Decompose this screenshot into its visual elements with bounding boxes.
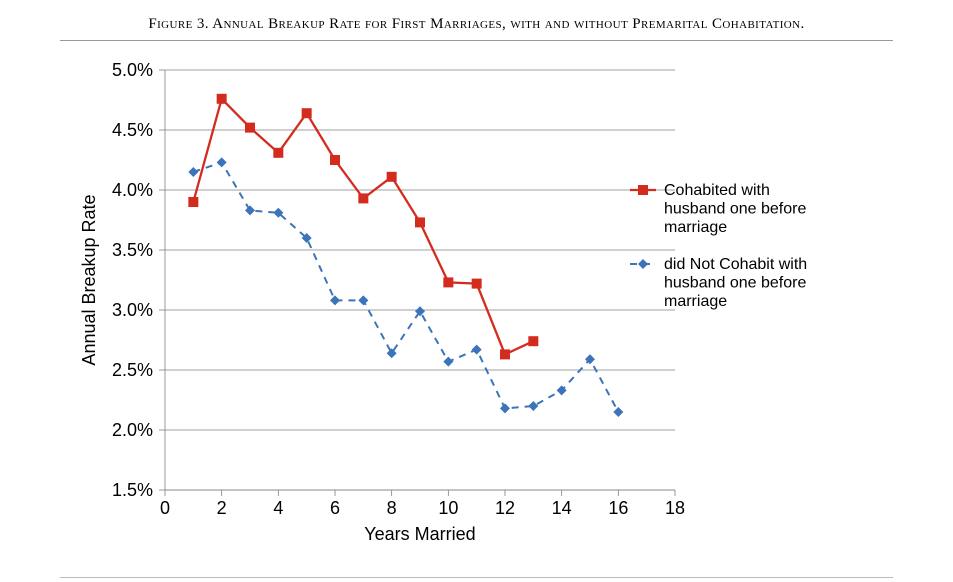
marker-cohabited (415, 217, 425, 227)
y-tick-label: 3.5% (112, 240, 153, 260)
x-tick-label: 8 (387, 498, 397, 518)
marker-cohabited (188, 197, 198, 207)
y-tick-label: 3.0% (112, 300, 153, 320)
marker-cohabited (500, 349, 510, 359)
chart-svg: 1.5% 2.0% 2.5% 3.0% 3.5% 4.0% 4.5% 5.0% 0 2 4 6 8 10 1… (70, 55, 885, 553)
x-tick-label: 12 (495, 498, 515, 518)
x-tick-label: 2 (217, 498, 227, 518)
y-axis-label: Annual Breakup Rate (79, 194, 99, 365)
rule-bottom (60, 577, 893, 578)
marker-cohabited (245, 123, 255, 133)
rule-top (60, 40, 893, 41)
x-tick-label: 16 (608, 498, 628, 518)
marker-cohabited (358, 193, 368, 203)
x-tick-label: 4 (273, 498, 283, 518)
x-tick-label: 10 (438, 498, 458, 518)
x-axis-label: Years Married (364, 524, 475, 544)
y-tick-label: 4.5% (112, 120, 153, 140)
y-tick-label: 2.0% (112, 420, 153, 440)
marker-cohabited (472, 279, 482, 289)
figure-title: Figure 3. Annual Breakup Rate for First … (60, 16, 893, 33)
marker-cohabited (217, 94, 227, 104)
x-tick-label: 14 (552, 498, 572, 518)
chart: 1.5% 2.0% 2.5% 3.0% 3.5% 4.0% 4.5% 5.0% 0 2 4 6 8 10 1… (70, 55, 885, 553)
marker-cohabited (273, 148, 283, 158)
marker-cohabited (330, 155, 340, 165)
x-tick-label: 6 (330, 498, 340, 518)
x-tick-label: 18 (665, 498, 685, 518)
y-tick-label: 4.0% (112, 180, 153, 200)
x-tick-label: 0 (160, 498, 170, 518)
marker-cohabited (443, 277, 453, 287)
legend-swatch-marker (638, 185, 648, 195)
y-tick-label: 2.5% (112, 360, 153, 380)
marker-cohabited (302, 108, 312, 118)
y-tick-label: 1.5% (112, 480, 153, 500)
marker-cohabited (528, 336, 538, 346)
y-tick-label: 5.0% (112, 60, 153, 80)
marker-cohabited (387, 172, 397, 182)
